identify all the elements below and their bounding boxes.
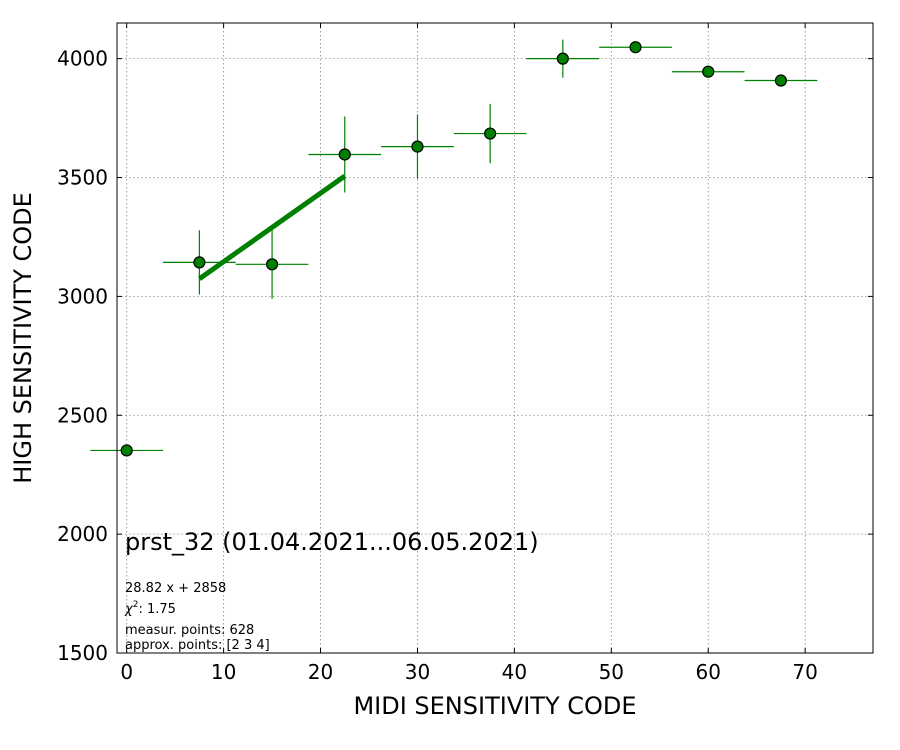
x-tick-label: 60 [696, 660, 721, 684]
x-tick-label: 0 [120, 660, 133, 684]
data-point [774, 74, 788, 87]
y-tick-label: 3500 [57, 166, 108, 190]
data-point [484, 127, 497, 140]
measured-points: measur. points: 628 [125, 623, 254, 638]
chart-title: prst_32 (01.04.2021...06.05.2021) [125, 528, 539, 556]
chi-superscript: 2 [133, 600, 139, 610]
chi-square: χ2: 1.75 [124, 600, 176, 617]
error-bars [90, 39, 818, 452]
x-tick-label: 20 [308, 660, 333, 684]
chi-symbol: χ [124, 602, 134, 617]
data-point [411, 140, 424, 153]
x-tick-label: 40 [502, 660, 527, 684]
data-points [120, 41, 788, 457]
x-tick-label: 70 [792, 660, 817, 684]
plot-frame [116, 22, 874, 654]
fit-line [197, 174, 347, 281]
x-axis-label: MIDI SENSITIVITY CODE [353, 692, 636, 720]
data-point [120, 444, 133, 457]
grid [117, 23, 873, 654]
chi-value: : 1.75 [138, 602, 175, 617]
y-tick-label: 1500 [57, 641, 108, 665]
ticks: 0 10 20 30 40 50 60 70 1500 2000 2500 3000 3500 4000 [57, 23, 873, 684]
y-tick-label: 2000 [57, 522, 108, 546]
x-tick-label: 50 [599, 660, 624, 684]
approx-points: approx. points: [2 3 4] [125, 638, 270, 653]
fit-equation: 28.82 x + 2858 [125, 581, 226, 596]
data-point [629, 41, 642, 54]
y-axis-label: HIGH SENSITIVITY CODE [9, 192, 37, 484]
x-tick-label: 10 [211, 660, 236, 684]
data-point [338, 148, 351, 161]
y-tick-label: 2500 [57, 403, 108, 427]
data-point [702, 65, 715, 78]
data-point [556, 52, 569, 65]
fit-line-group [197, 174, 347, 281]
y-tick-label: 3000 [57, 284, 108, 308]
x-tick-label: 30 [405, 660, 430, 684]
data-point [265, 258, 279, 271]
y-tick-label: 4000 [57, 47, 108, 71]
data-point [193, 256, 206, 269]
